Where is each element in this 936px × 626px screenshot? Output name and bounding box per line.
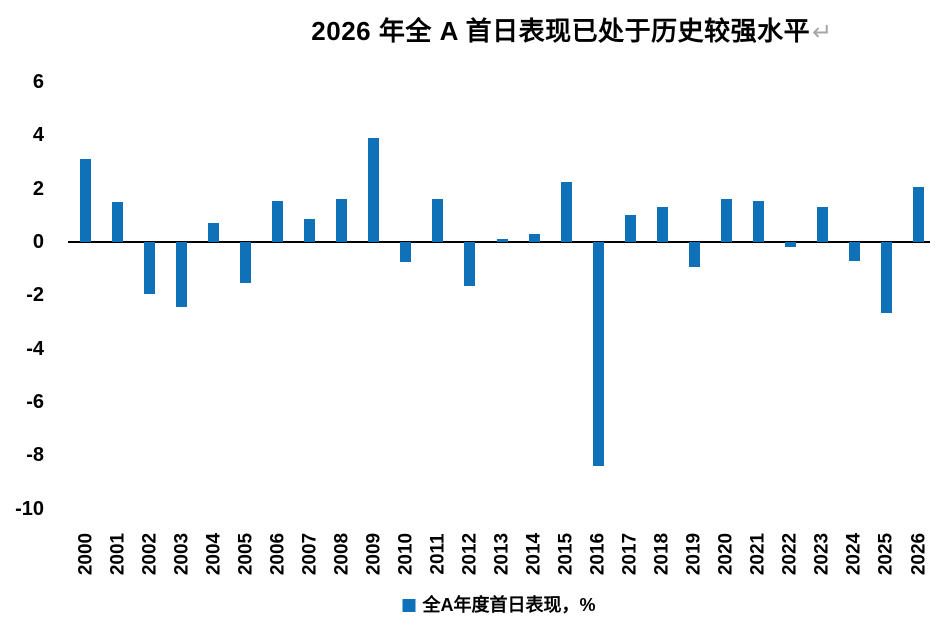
chart-title: 2026 年全 A 首日表现已处于历史较强水平↵ <box>311 11 832 48</box>
bar-2010 <box>400 242 412 262</box>
y-tick-label--4: -4 <box>26 337 44 360</box>
bar-2019 <box>688 242 700 268</box>
bar-2005 <box>240 242 252 284</box>
legend: 全A年度首日表现，% <box>402 595 596 615</box>
x-tick-label-2013: 2013 <box>491 532 513 576</box>
bar-2016 <box>592 242 604 466</box>
x-tick-label-2012: 2012 <box>459 532 481 576</box>
x-tick-label-2020: 2020 <box>715 532 737 576</box>
bar-2026 <box>913 187 924 242</box>
x-tick-label-2023: 2023 <box>811 532 833 576</box>
bar-2007 <box>304 219 316 242</box>
bar-2000 <box>80 159 91 242</box>
bar-2009 <box>368 137 380 242</box>
bar-2004 <box>208 223 220 242</box>
bar-2014 <box>528 233 540 242</box>
x-tick-label-2011: 2011 <box>427 533 449 575</box>
x-tick-label-2002: 2002 <box>139 532 161 576</box>
x-tick-label-2014: 2014 <box>523 532 545 576</box>
x-tick-label-2024: 2024 <box>843 532 865 576</box>
y-tick-label--2: -2 <box>26 284 44 307</box>
x-tick-label-2025: 2025 <box>875 532 897 576</box>
x-tick-label-2010: 2010 <box>395 532 417 576</box>
x-tick-label-2018: 2018 <box>651 532 673 576</box>
x-tick-label-2021: 2021 <box>747 532 769 576</box>
bar-2011 <box>432 199 444 242</box>
y-tick-label-6: 6 <box>32 70 44 93</box>
y-tick-label--8: -8 <box>26 444 44 467</box>
y-tick-label-2: 2 <box>32 177 44 200</box>
bar-2001 <box>112 201 124 242</box>
bar-2018 <box>656 207 668 242</box>
x-tick-label-2009: 2009 <box>363 532 385 576</box>
bar-2003 <box>176 242 188 308</box>
x-tick-label-2001: 2001 <box>107 532 129 576</box>
x-tick-label-2026: 2026 <box>908 532 929 576</box>
bar-2002 <box>144 242 156 294</box>
paragraph-mark-icon: ↵ <box>812 19 833 46</box>
bar-2006 <box>272 200 284 242</box>
x-tick-label-2004: 2004 <box>203 532 225 576</box>
x-tick-label-2017: 2017 <box>619 532 641 576</box>
y-tick-label-0: 0 <box>32 231 44 253</box>
legend-label: 全A年度首日表现，% <box>422 595 596 615</box>
x-tick-label-2015: 2015 <box>555 532 577 576</box>
legend-marker-icon <box>402 598 416 612</box>
x-tick-label-2006: 2006 <box>267 532 289 576</box>
bar-2017 <box>624 215 636 242</box>
bar-2020 <box>720 199 732 242</box>
y-tick-label--10: -10 <box>15 497 44 520</box>
bar-2008 <box>336 199 348 242</box>
x-tick-label-2019: 2019 <box>683 532 705 576</box>
bar-2012 <box>464 242 476 286</box>
x-tick-label-2022: 2022 <box>779 532 801 576</box>
x-tick-label-2016: 2016 <box>587 532 609 576</box>
bar-2024 <box>848 242 860 261</box>
bar-2013 <box>496 239 508 242</box>
x-tick-label-2007: 2007 <box>299 532 321 576</box>
x-axis-line <box>68 241 930 243</box>
y-tick-label-4: 4 <box>32 124 44 147</box>
bar-2015 <box>560 181 572 242</box>
y-tick-label--6: -6 <box>26 391 44 413</box>
bar-2025 <box>880 242 892 313</box>
x-tick-label-2008: 2008 <box>331 532 353 576</box>
x-tick-label-2005: 2005 <box>235 532 257 576</box>
bar-2021 <box>752 200 764 242</box>
x-tick-label-2000: 2000 <box>75 532 96 576</box>
bar-2023 <box>816 207 828 242</box>
chart-title-text: 2026 年全 A 首日表现已处于历史较强水平 <box>311 16 811 46</box>
x-tick-label-2003: 2003 <box>171 532 193 576</box>
bar-2022 <box>784 242 796 248</box>
